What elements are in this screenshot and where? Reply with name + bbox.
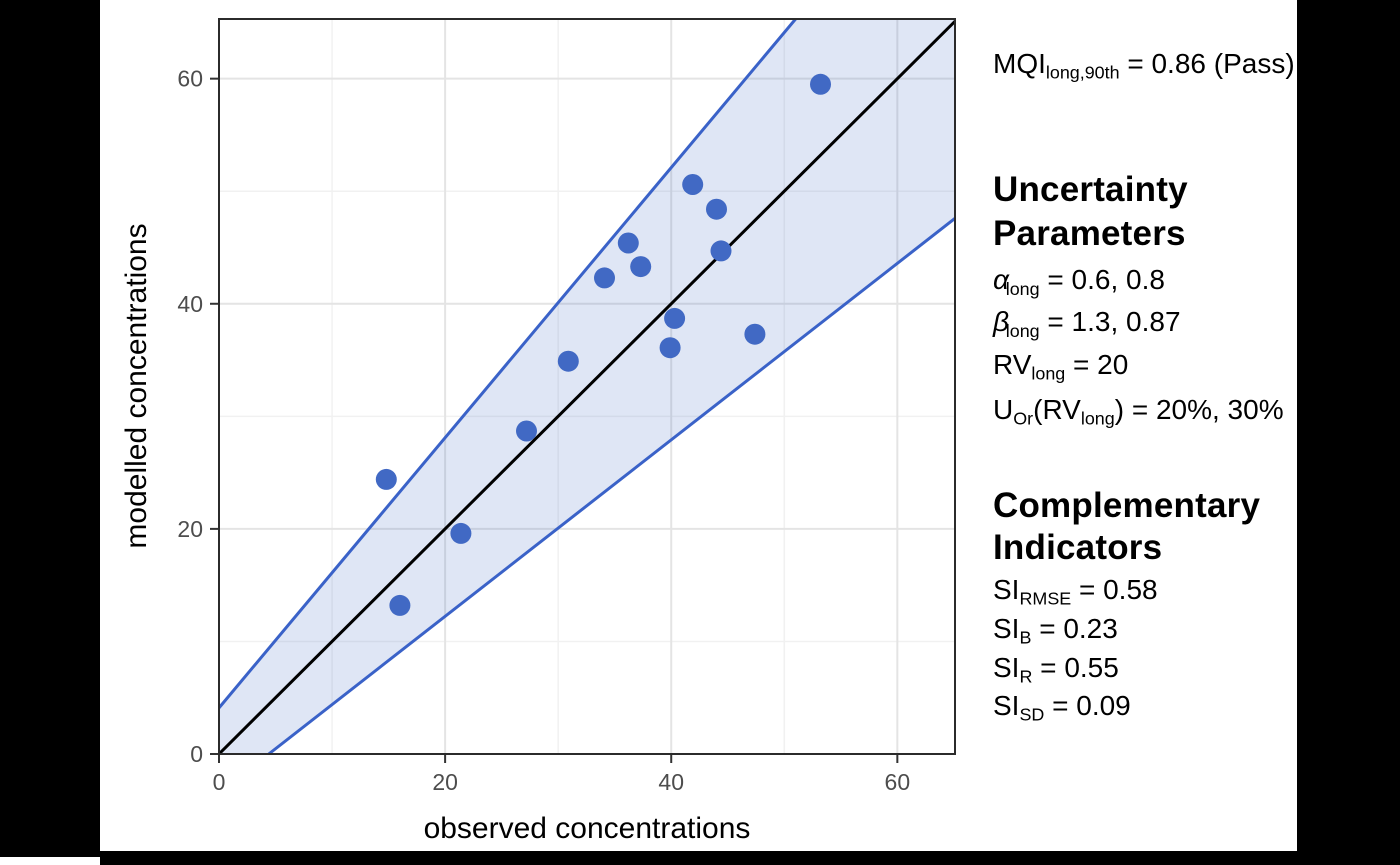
subscript-text: long [1005, 320, 1040, 341]
annotation-text: RV [993, 349, 1032, 380]
scatter-point [706, 198, 727, 220]
uncertainty-heading-line1: Uncertainty [993, 170, 1188, 210]
annotation-text: = 0.6, 0.8 [1039, 264, 1165, 295]
subscript-text: RMSE [1019, 588, 1072, 609]
si-sd-line: SISD = 0.09 [993, 690, 1131, 731]
scatter-point [450, 522, 472, 544]
identity-line [219, 20, 955, 754]
x-tick-label: 0 [213, 769, 226, 795]
panel-border [218, 18, 956, 755]
complementary-heading-line2: Indicators [993, 528, 1162, 568]
scatter-point [375, 468, 397, 490]
x-tick-label: 60 [885, 769, 911, 795]
scatter-point [557, 350, 579, 372]
scatter-point [630, 256, 652, 278]
annotation-text: = 0.58 [1071, 574, 1158, 605]
annotation-text: Parameters [993, 214, 1186, 253]
annotation-text: SI [993, 652, 1020, 683]
y-tick-label: 0 [190, 741, 203, 767]
subscript-text: long,90th [1045, 62, 1120, 83]
subscript-text: SD [1019, 704, 1045, 725]
annotation-text: = 0.09 [1044, 690, 1131, 721]
scatter-point [389, 594, 411, 616]
annotation-text: SI [993, 574, 1020, 605]
annotation-text: (RV [1033, 394, 1081, 425]
annotation-text: U [993, 394, 1014, 425]
annotation-text: = 0.55 [1032, 652, 1119, 683]
annotation-panel: MQIlong,90th = 0.86 (Pass) Uncertainty Par… [993, 0, 1297, 851]
subscript-text: B [1019, 627, 1032, 648]
complementary-heading-line1: Complementary [993, 486, 1260, 526]
u-or-rv-line: UOr(RVlong) = 20%, 30% [993, 394, 1284, 435]
scatter-point [810, 73, 831, 95]
subscript-text: long [1080, 408, 1115, 429]
y-axis-title: modelled concentrations [120, 223, 153, 548]
scatter-point [516, 420, 537, 442]
y-tick-label: 60 [177, 66, 203, 92]
x-axis-title: observed concentrations [424, 812, 751, 845]
scatter-point [710, 240, 732, 262]
scatter-point [664, 307, 686, 329]
si-r-line: SIR = 0.55 [993, 652, 1119, 693]
beta-long-line: βlong = 1.3, 0.87 [993, 306, 1181, 347]
subscript-text: long [1031, 363, 1066, 384]
scatter-point [659, 337, 681, 359]
si-rmse-line: SIRMSE = 0.58 [993, 574, 1158, 615]
x-tick-label: 40 [658, 769, 684, 795]
alpha-long-line: αlong = 0.6, 0.8 [993, 264, 1165, 305]
annotation-text: MQI [993, 48, 1046, 79]
annotation-text: Complementary [993, 486, 1261, 525]
y-tick-label: 20 [177, 516, 203, 542]
mqi-status-line: MQIlong,90th = 0.86 (Pass) [993, 48, 1295, 89]
annotation-text: SI [993, 613, 1020, 644]
annotation-text: SI [993, 690, 1020, 721]
y-tick-label: 40 [177, 291, 203, 317]
uncertainty-heading-line2: Parameters [993, 214, 1186, 254]
annotation-text: α [993, 264, 1009, 295]
scatter-plot: 0 20 40 60 0 20 40 60 observed concentrations m… [120, 18, 956, 845]
band-upper-edge [219, 19, 797, 709]
letterbox-corner-gap [0, 857, 100, 865]
scatter-point [594, 267, 615, 289]
annotation-text: Uncertainty [993, 170, 1188, 209]
scatter-point [617, 232, 639, 254]
annotation-text: = 0.86 (Pass) [1119, 48, 1295, 79]
scatter-point [744, 323, 766, 345]
band-lower-edge [267, 217, 955, 754]
annotation-text: = 20 [1065, 349, 1129, 380]
si-b-line: SIB = 0.23 [993, 613, 1118, 654]
annotation-text: ) = 20%, 30% [1114, 394, 1284, 425]
annotation-text: = 0.23 [1031, 613, 1118, 644]
scatter-point [682, 174, 704, 195]
annotation-text: Indicators [993, 528, 1163, 567]
rv-long-line: RVlong = 20 [993, 349, 1128, 390]
annotation-text: β [993, 306, 1009, 337]
subscript-text: long [1005, 278, 1040, 299]
figure-canvas: 0 20 40 60 0 20 40 60 observed concentrations m… [100, 0, 1297, 851]
annotation-text: = 1.3, 0.87 [1039, 306, 1181, 337]
x-tick-label: 20 [432, 769, 458, 795]
subscript-text: Or [1013, 408, 1034, 429]
subscript-text: R [1019, 666, 1033, 687]
